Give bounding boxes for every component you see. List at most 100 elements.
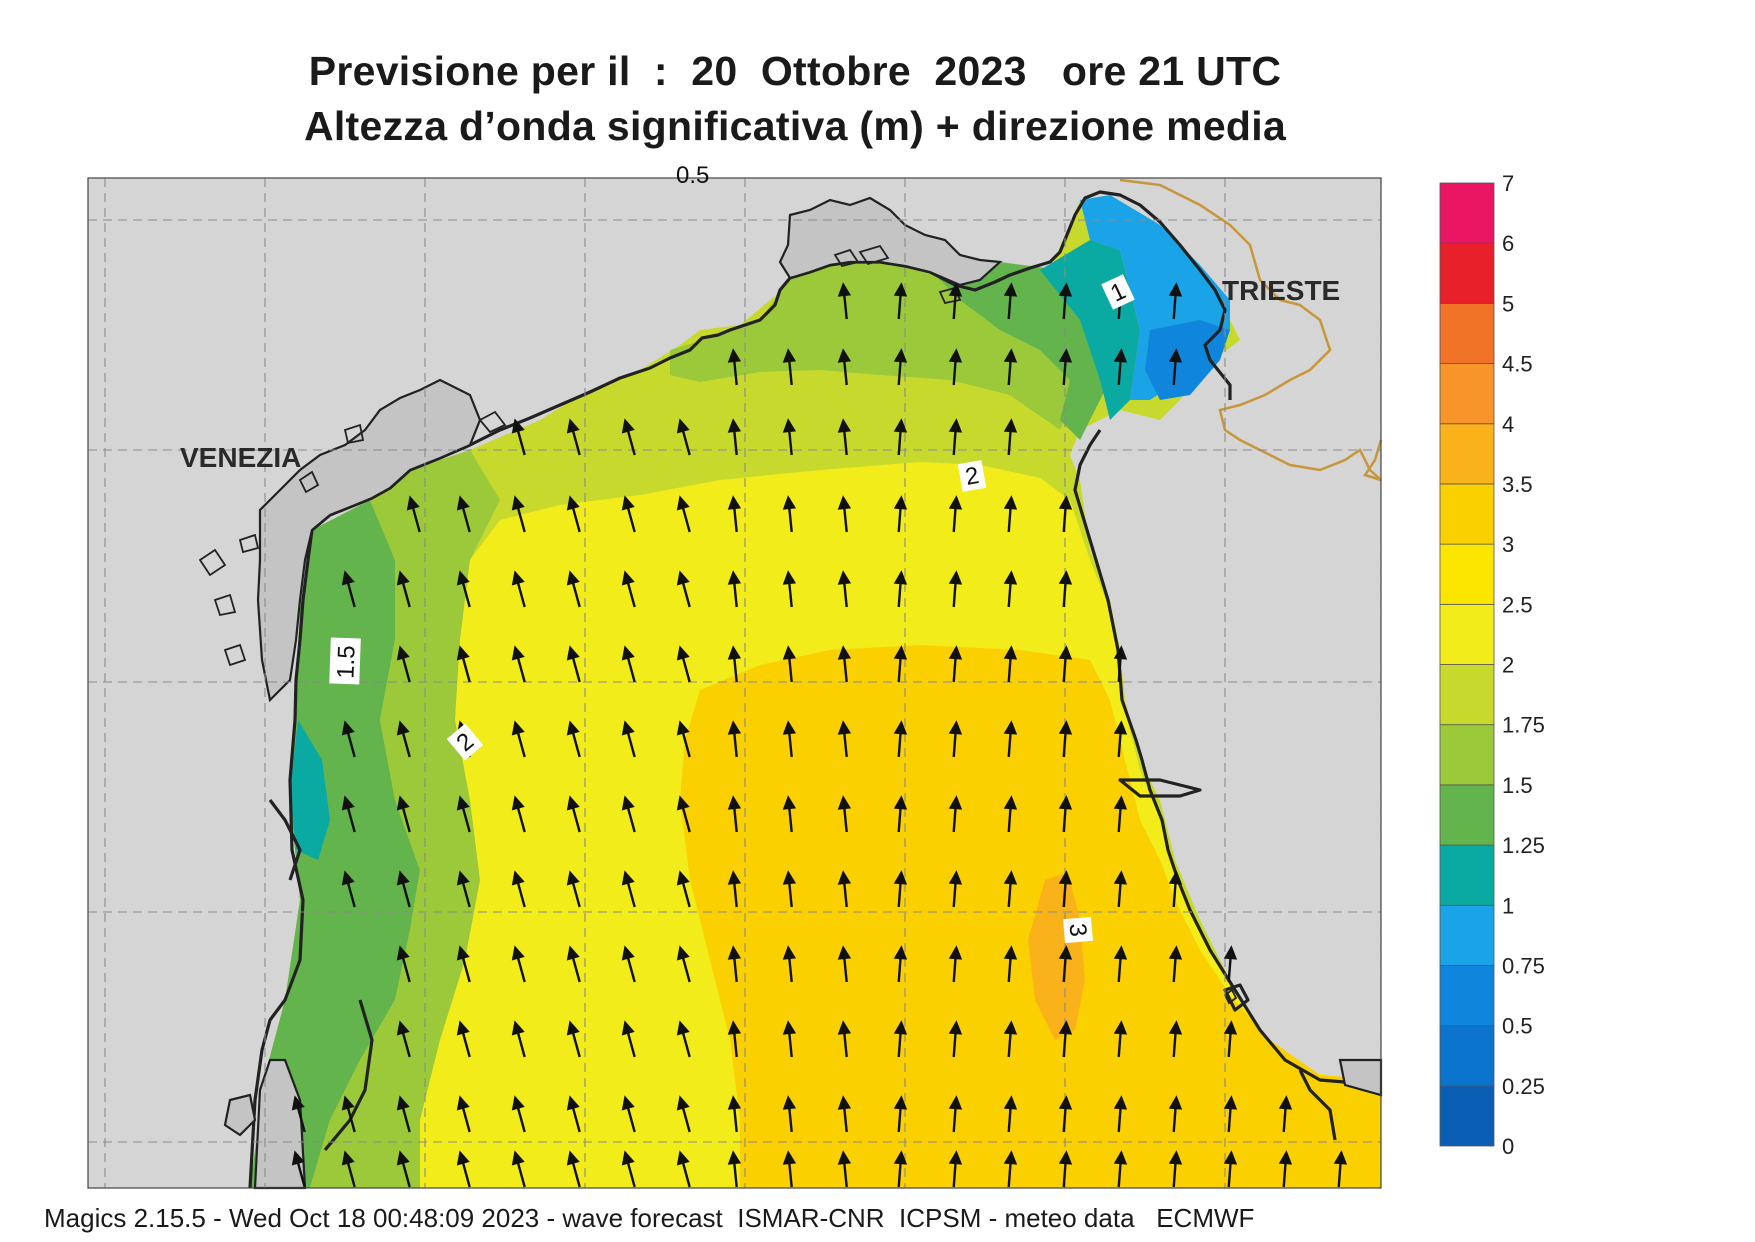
wave-arrow-head (511, 418, 525, 434)
wave-arrow-head (456, 1095, 470, 1111)
wave-arrow-head (621, 495, 635, 511)
wave-arrow-head (291, 1150, 305, 1166)
wave-arrow-head (837, 495, 852, 510)
wave-arrow-head (1223, 945, 1238, 960)
wave-arrow-head (782, 645, 797, 660)
wave-arrow-head (948, 570, 963, 585)
wave-arrow-head (782, 1020, 797, 1035)
colorbar-swatch (1439, 724, 1495, 786)
wave-arrow-head (1113, 795, 1128, 810)
contour-label-trieste-1: 1 (1101, 274, 1135, 310)
wave-arrow-head (1003, 495, 1018, 510)
wave-arrow-head (893, 720, 908, 735)
wave-arrow-head (1058, 348, 1073, 363)
wave-arrow-head (782, 1095, 797, 1110)
wave-arrow-head (511, 720, 525, 736)
wave-arrow-head (1113, 645, 1128, 660)
wave-arrow-head (676, 795, 690, 811)
contour-labels: 0.5 1.5 2 2 3 1 (329, 162, 1135, 944)
wave-arrow-head (1168, 945, 1183, 960)
wave-arrow-head (1168, 1095, 1183, 1110)
place-label-venezia: VENEZIA (180, 442, 301, 473)
wave-arrow-head (727, 418, 742, 433)
wave-arrow-head (1113, 870, 1128, 885)
wave-arrow-head (621, 645, 635, 661)
contour-label-south-3: 3 (1063, 916, 1093, 944)
colorbar-legend: 0 0.25 0.5 0.75 1 1.25 1.5 1.75 2 2.5 3 3.5 4 4.5 5 6 7 (1439, 171, 1545, 1159)
wave-arrow-head (727, 645, 742, 660)
wave-arrow-head (782, 945, 797, 960)
wave-arrow-head (621, 720, 635, 736)
title-line-2: Altezza d’onda significativa (m) + direz… (303, 103, 1287, 149)
wave-arrow-head (1058, 1150, 1073, 1165)
wave-arrow-head (893, 645, 908, 660)
wave-arrow-head (621, 1095, 635, 1111)
band-2-5-3 (680, 645, 1381, 1188)
wave-arrow-head (511, 1095, 525, 1111)
wave-arrow-head (837, 1020, 852, 1035)
wave-arrow-head (837, 570, 852, 585)
wave-arrow-head (676, 720, 690, 736)
contour-label-top: 0.5 (676, 162, 709, 189)
wave-arrow-head (727, 870, 742, 885)
wave-arrow-head (782, 795, 797, 810)
wave-arrow-head (1168, 1150, 1183, 1165)
wave-arrow-head (456, 645, 470, 661)
wave-arrow-head (1058, 570, 1073, 585)
band-1-west (290, 720, 330, 860)
wave-arrow-head (948, 418, 963, 433)
wave-arrow-head (396, 720, 410, 736)
graticule (88, 178, 1381, 1188)
wave-arrow-head (893, 1020, 908, 1035)
wave-arrow-head (566, 495, 580, 511)
wave-arrow-head (396, 1020, 410, 1036)
wave-arrow-head (396, 1095, 410, 1111)
wave-arrow-head (566, 1020, 580, 1036)
colorbar-swatch (1439, 363, 1495, 425)
wave-arrow-head (456, 570, 470, 586)
wave-arrow-head (456, 1020, 470, 1036)
wave-arrow-head (511, 495, 525, 511)
colorbar-tick-label: 3.5 (1502, 472, 1533, 497)
wave-arrow-head (948, 348, 963, 363)
wave-arrow-head (1003, 1020, 1018, 1035)
wave-arrow-head (341, 1095, 355, 1111)
wave-arrow-head (676, 1020, 690, 1036)
wave-arrow-head (1003, 282, 1018, 297)
wave-arrow-head (456, 795, 470, 811)
wave-arrow-head (566, 645, 580, 661)
wave-arrow-head (837, 795, 852, 810)
wave-arrow-head (511, 1150, 525, 1166)
colorbar-swatch (1439, 784, 1495, 846)
wave-arrow-head (727, 1095, 742, 1110)
wave-arrow-head (782, 1150, 797, 1165)
wave-arrow-head (1003, 1095, 1018, 1110)
wave-arrow-head (1058, 1095, 1073, 1110)
band-3-3-5 (1028, 872, 1085, 1040)
wave-arrow-head (341, 870, 355, 886)
wave-arrow-head (893, 795, 908, 810)
svg-text:2: 2 (963, 462, 981, 491)
wave-arrow-head (1058, 870, 1073, 885)
wave-arrow-head (1278, 1150, 1293, 1165)
wave-arrow-head (676, 645, 690, 661)
colorbar-tick-label: 4.5 (1502, 352, 1533, 377)
wave-arrow-head (1058, 795, 1073, 810)
colorbar-tick-label: 4 (1502, 412, 1514, 437)
wave-arrow-head (406, 495, 420, 511)
wave-arrow-head (727, 570, 742, 585)
colorbar-tick-label: 2 (1502, 653, 1514, 678)
wave-arrow-head (621, 870, 635, 886)
wave-arrow-head (1003, 645, 1018, 660)
colorbar-swatch (1439, 302, 1495, 364)
wave-arrow-head (893, 945, 908, 960)
coastline (248, 190, 1382, 1189)
band-1-25-west (250, 500, 420, 1188)
wave-arrow-head (837, 870, 852, 885)
wave-arrow-head (1168, 870, 1183, 885)
colorbar-swatch (1439, 242, 1495, 304)
wave-arrow-head (948, 870, 963, 885)
colorbar-swatch (1439, 904, 1495, 966)
wave-arrow-head (566, 1095, 580, 1111)
